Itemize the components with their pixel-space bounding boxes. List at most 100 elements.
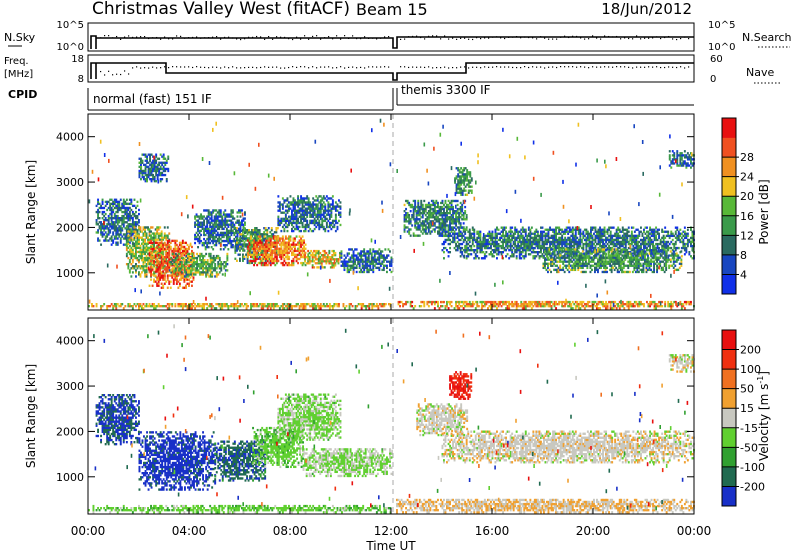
heatmap-cell [362, 305, 365, 308]
heatmap-cell [453, 240, 456, 244]
heatmap-cell [327, 229, 330, 233]
heatmap-cell [113, 206, 116, 210]
heatmap-cell [119, 239, 122, 242]
nave-point [156, 67, 158, 69]
nsearch-point [144, 36, 146, 38]
nave-point [220, 67, 222, 69]
heatmap-cell [144, 153, 147, 156]
heatmap-cell [221, 231, 224, 235]
heatmap-cell [135, 242, 137, 245]
heatmap-cell [297, 209, 300, 212]
heatmap-cell [297, 197, 300, 200]
heatmap-cell [203, 231, 206, 235]
nave-point [140, 67, 142, 69]
heatmap-cell [125, 217, 128, 220]
heatmap-cell [141, 169, 144, 173]
heatmap-cell [286, 199, 289, 202]
cpid-row: CPID normal (fast) 151 IF themis 3300 IF [8, 83, 694, 111]
heatmap-cell [206, 244, 209, 247]
heatmap-cell [130, 198, 133, 201]
nsearch-point [456, 38, 458, 40]
heatmap-cell [141, 267, 143, 270]
heatmap-cell [511, 249, 514, 252]
heatmap-cell [298, 241, 301, 244]
nave-point [152, 66, 154, 68]
heatmap-cell [294, 199, 296, 202]
nsearch-point [412, 35, 414, 38]
heatmap-cell [178, 305, 181, 308]
heatmap-cell [130, 228, 133, 231]
heatmap-cell [174, 254, 177, 257]
heatmap-cell [168, 254, 171, 257]
heatmap-cell [173, 263, 176, 266]
heatmap-cell [389, 260, 391, 263]
heatmap-cell [458, 220, 461, 223]
heatmap-cell [144, 248, 147, 252]
heatmap-cell [476, 255, 479, 258]
heatmap-cell [309, 211, 312, 214]
heatmap-cell [187, 271, 189, 274]
heatmap-cell [142, 265, 145, 268]
heatmap-cell [346, 266, 349, 270]
nsearch-point [356, 37, 358, 40]
heatmap-cell [315, 307, 318, 310]
heatmap-cell [209, 237, 212, 241]
heatmap-cell [157, 268, 160, 271]
heatmap-cell [239, 237, 241, 240]
heatmap-cell [200, 271, 203, 274]
heatmap-cell [119, 305, 122, 308]
heatmap-cell [141, 175, 144, 179]
heatmap-cell [160, 286, 163, 289]
heatmap-cell [169, 303, 172, 306]
heatmap-cell [133, 254, 136, 258]
heatmap-cell [170, 269, 173, 272]
heatmap-cell [144, 250, 147, 254]
heatmap-cell [424, 230, 427, 233]
heatmap-cell [136, 232, 139, 235]
heatmap-cell [390, 260, 393, 263]
heatmap-cell [211, 261, 214, 264]
heatmap-cell [239, 253, 241, 256]
heatmap-cell [417, 222, 420, 225]
heatmap-cell [360, 250, 363, 253]
heatmap-cell [325, 305, 328, 308]
heatmap-cell [144, 240, 147, 243]
heatmap-cell [331, 307, 334, 310]
heatmap-cell [175, 276, 178, 279]
heatmap-cell [295, 219, 298, 223]
heatmap-cell [316, 262, 319, 265]
heatmap-cell [144, 228, 147, 231]
heatmap-cell [220, 269, 223, 272]
heatmap-cell [338, 305, 340, 308]
nave-point [272, 66, 274, 68]
heatmap-cell [110, 239, 113, 242]
heatmap-cell [313, 254, 316, 257]
heatmap-cell [421, 214, 424, 217]
heatmap-cell [257, 249, 260, 253]
heatmap-cell [205, 267, 208, 270]
heatmap-cell [477, 257, 480, 260]
heatmap-cell [319, 203, 322, 206]
heatmap-cell [237, 239, 240, 242]
heatmap-cell [318, 227, 321, 231]
heatmap-cell [115, 307, 118, 310]
heatmap-cell [141, 171, 144, 175]
heatmap-cell [112, 225, 115, 228]
nsearch-point [116, 35, 118, 38]
heatmap-cell [136, 240, 139, 243]
heatmap-cell [324, 305, 327, 308]
heatmap-cell [150, 266, 153, 269]
heatmap-cell [268, 245, 271, 248]
heatmap-cell [156, 284, 159, 287]
heatmap-cell [230, 244, 233, 247]
heatmap-cell [200, 305, 203, 308]
heatmap-cell [444, 201, 447, 205]
heatmap-cell [294, 249, 296, 253]
heatmap-cell [292, 305, 295, 308]
heatmap-cell [170, 263, 173, 266]
heatmap-cell [154, 274, 157, 277]
heatmap-cell [370, 258, 373, 261]
heatmap-cell [157, 272, 160, 275]
heatmap-cell [256, 257, 259, 261]
heatmap-cell [283, 251, 286, 255]
